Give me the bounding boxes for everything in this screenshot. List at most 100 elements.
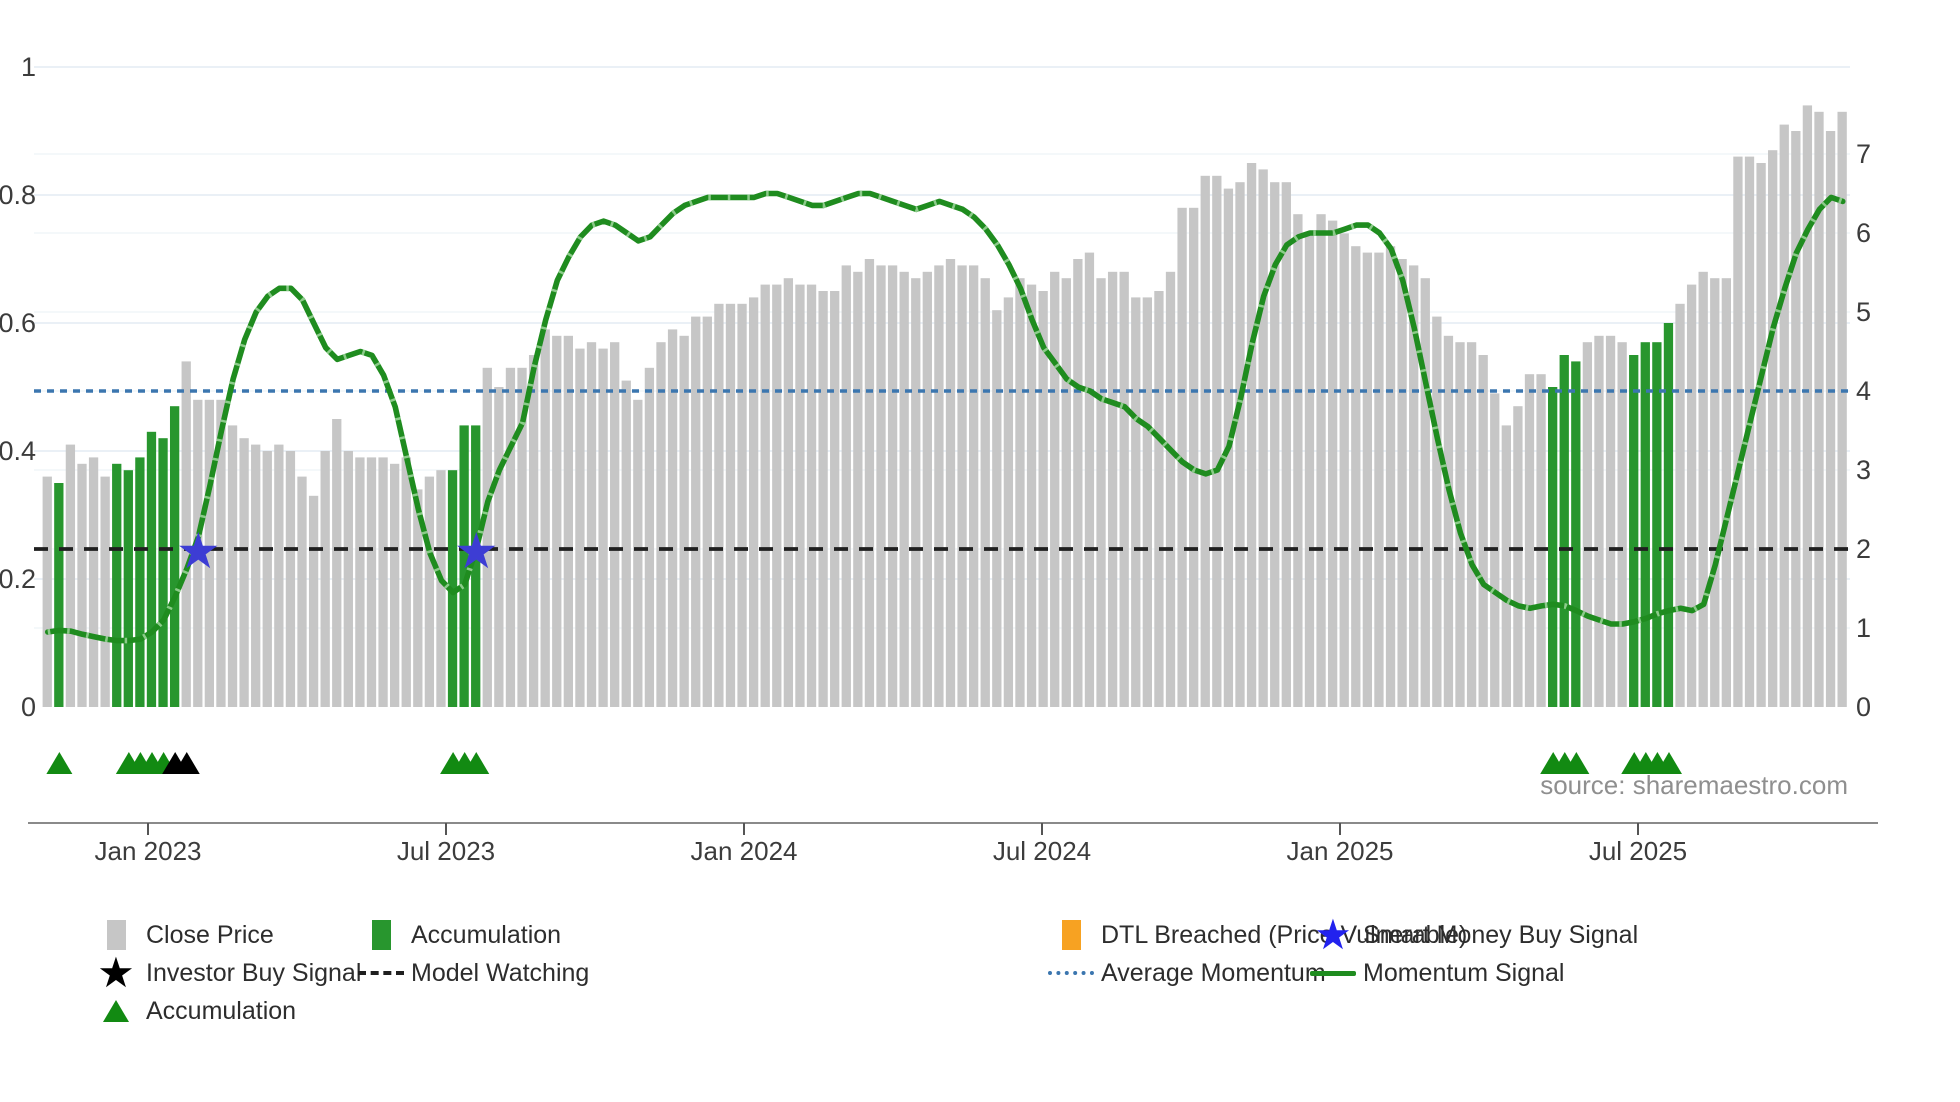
close-price-bar (1246, 163, 1257, 707)
close-price-bar (1131, 297, 1141, 707)
close-price-bar (992, 310, 1002, 707)
price-momentum-chart: ★ ★ Jan 2023 Jul 2023 Jan 2024 Jul 2024 Jan 20… (0, 52, 1878, 866)
left-axis-tick-label: 0 (21, 692, 36, 722)
right-axis-tick-label: 2 (1856, 534, 1871, 564)
x-axis-tick-label: Jul 2024 (993, 836, 1091, 866)
close-price-bar (413, 489, 423, 707)
close-price-bar (1003, 297, 1014, 707)
accumulation-bar (471, 425, 481, 707)
close-price-bar (1675, 303, 1685, 707)
close-price-bar (772, 284, 782, 707)
close-price-bar (1617, 342, 1627, 707)
close-price-bar (528, 355, 539, 707)
x-axis-tick-label: Jan 2023 (95, 836, 202, 866)
close-price-bar (42, 476, 52, 707)
accumulation-triangle-icon (1655, 752, 1682, 774)
close-price-bar (887, 265, 898, 707)
legend-column: DTL Breached (Price Vulnerable) Average M… (1045, 916, 1467, 992)
close-price-bar (355, 457, 365, 707)
close-price-bar (1165, 271, 1176, 707)
close-price-bar (1721, 278, 1731, 707)
accumulation-bar (135, 457, 145, 707)
close-price-bar (1339, 233, 1349, 707)
close-price-bar (1038, 291, 1048, 707)
close-price-bar (77, 463, 87, 707)
close-price-bar (1814, 111, 1824, 708)
legend-column: Close Price ★ Investor Buy Signal Accumulat… (90, 916, 361, 1030)
left-axis-tick-label: 0.8 (0, 180, 36, 210)
close-price-bar (934, 265, 944, 707)
close-price-bar (308, 495, 319, 707)
accumulation-bar (1548, 387, 1558, 707)
legend-label: Accumulation (411, 920, 562, 949)
right-axis-tick-label: 6 (1856, 218, 1871, 248)
close-price-bar (1501, 425, 1511, 707)
close-price-bar (876, 265, 886, 707)
close-price-bar (1733, 156, 1743, 708)
close-price-bar (1397, 259, 1407, 707)
legend-label: Momentum Signal (1363, 958, 1565, 987)
close-price-bar (1594, 335, 1604, 707)
close-price-bar (691, 316, 701, 707)
left-axis-tick-label: 0.4 (0, 436, 36, 466)
x-axis-tick-label: Jan 2025 (1287, 836, 1394, 866)
accumulation-bar (1571, 361, 1581, 707)
close-price-bar (401, 457, 411, 707)
close-price-bar (795, 284, 805, 707)
close-price-bar (1304, 233, 1315, 707)
close-price-bar (1374, 252, 1384, 707)
close-price-bar (598, 348, 608, 707)
investor-buy-triangle-icon (173, 752, 200, 774)
close-price-bar (1362, 252, 1373, 707)
close-price-bar (1478, 355, 1488, 707)
accumulation-bar (169, 406, 180, 707)
legend-item-smart-money-buy-signal: ★ Smart Money Buy Signal (1307, 914, 1638, 956)
close-price-bar (656, 342, 666, 707)
close-price-bar (1015, 278, 1025, 707)
accumulation-triangle-icon (90, 1000, 142, 1022)
left-axis-tick-label: 1 (21, 52, 36, 82)
legend-label: Model Watching (411, 958, 590, 987)
model-watching-dash-icon (355, 971, 407, 975)
close-price-bar (1524, 374, 1535, 707)
accumulation-bar (459, 425, 469, 707)
close-price-bar (1050, 271, 1060, 707)
close-price-bar (239, 438, 249, 707)
close-price-bar (181, 361, 191, 707)
close-price-bar (864, 259, 875, 707)
close-price-bar (667, 329, 678, 707)
right-axis-tick-label: 7 (1856, 139, 1871, 169)
close-price-bar (1351, 246, 1361, 707)
right-axis-tick-label: 0 (1856, 692, 1871, 722)
chart-legend: Close Price ★ Investor Buy Signal Accumulat… (0, 914, 1960, 1046)
legend-item-dtl-breached-price-vulnerable: DTL Breached (Price Vulnerable) (1045, 916, 1467, 954)
momentum-signal-line (45, 190, 1846, 644)
close-price-bar (390, 463, 400, 707)
close-price-swatch (90, 920, 142, 950)
close-price-bar (1107, 271, 1118, 707)
close-price-bar (1802, 105, 1813, 707)
x-axis-tick-label: Jan 2024 (691, 836, 798, 866)
close-price-bar (737, 303, 747, 707)
close-price-bar (610, 342, 620, 707)
close-price-bar (1686, 284, 1697, 707)
legend-item-model-watching: Model Watching (355, 954, 589, 992)
close-price-bar (1119, 271, 1129, 707)
accumulation-swatch (355, 920, 407, 950)
average-momentum-dots-icon (1045, 971, 1097, 975)
accumulation-bar (1663, 323, 1674, 707)
close-price-bar (818, 291, 828, 707)
close-price-bar (88, 457, 99, 707)
close-price-bar (1189, 207, 1199, 708)
close-price-bar (969, 265, 979, 707)
close-price-bar (957, 265, 967, 707)
accumulation-triangle-icon (463, 752, 490, 774)
close-price-bar (586, 342, 597, 707)
accumulation-bar (112, 463, 122, 707)
close-price-bar (725, 303, 736, 707)
close-price-bar (1791, 131, 1801, 707)
close-price-bar (841, 265, 851, 707)
close-price-bar (1710, 278, 1720, 707)
close-price-bar (1235, 182, 1245, 707)
close-price-bar (1200, 175, 1210, 708)
